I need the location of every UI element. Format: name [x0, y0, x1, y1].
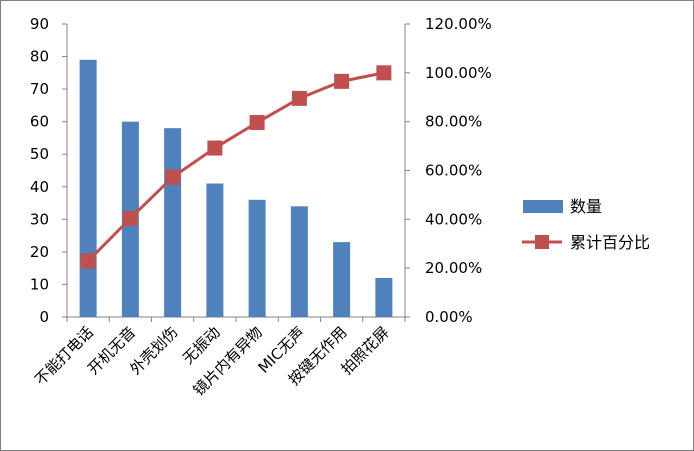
y-left-tick-label: 20: [30, 243, 49, 261]
y-left-tick-label: 30: [30, 210, 49, 228]
bar: [79, 59, 97, 318]
y-left-tick-label: 70: [30, 80, 49, 98]
bar: [333, 242, 351, 317]
y-left-tick-label: 0: [39, 308, 49, 326]
y-left-tick-label: 80: [30, 48, 49, 66]
y-right-tick-label: 120.00%: [425, 15, 492, 33]
y-left-tick-label: 10: [30, 275, 49, 293]
line-marker: [249, 115, 265, 131]
y-right-tick-label: 80.00%: [425, 113, 482, 131]
bar: [290, 206, 308, 317]
line-marker: [334, 73, 350, 89]
y-left-tick-label: 60: [30, 113, 49, 131]
y-right-tick-label: 60.00%: [425, 162, 482, 180]
y-right-tick-label: 40.00%: [425, 210, 482, 228]
line-marker: [291, 90, 307, 106]
y-left-tick-label: 90: [30, 15, 49, 33]
axes: 0 10 20 30 40 50 60 70 80 90 0.00% 20.00% 40.00% 60.0…: [30, 15, 492, 326]
line-marker: [376, 65, 392, 81]
y-left-tick-label: 50: [30, 145, 49, 163]
line-marker: [165, 169, 181, 185]
legend-label-bar: 数量: [570, 197, 602, 216]
bar: [206, 183, 224, 317]
line-marker: [80, 253, 96, 269]
line-marker: [207, 140, 223, 156]
legend-label-line: 累计百分比: [570, 233, 650, 252]
line-series: [80, 65, 392, 269]
line-marker: [122, 210, 138, 226]
y-left-tick-label: 40: [30, 178, 49, 196]
legend-swatch-bar: [523, 200, 563, 213]
y-right-tick-label: 100.00%: [425, 64, 492, 82]
legend-swatch-marker: [535, 235, 549, 249]
bar: [375, 277, 393, 317]
y-right-tick-label: 0.00%: [425, 308, 473, 326]
bar: [164, 128, 182, 317]
bar: [248, 199, 266, 317]
y-right-tick-label: 20.00%: [425, 259, 482, 277]
